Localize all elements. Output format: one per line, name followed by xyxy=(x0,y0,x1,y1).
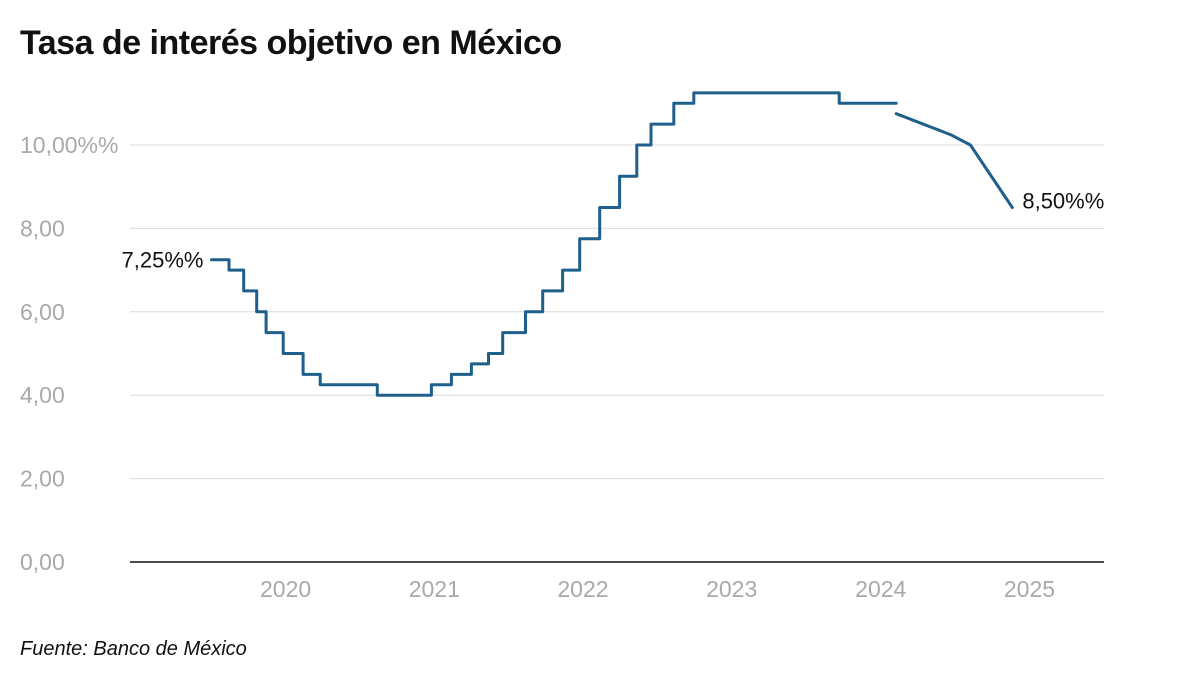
rate-line-segment-2 xyxy=(894,112,1014,209)
y-tick-label: 2,00 xyxy=(20,466,65,492)
axes: 0,00 2,00 4,00 6,00 8,00 10,00%% 2020 2021 2022 2… xyxy=(20,132,1104,602)
start-value-label: 7,25%% xyxy=(122,248,204,273)
chart-title: Tasa de interés objetivo en México xyxy=(20,24,562,62)
end-value-label: 8,50%% xyxy=(1022,189,1104,214)
x-tick-label: 2024 xyxy=(855,576,906,602)
y-tick-label: 8,00 xyxy=(20,215,65,241)
y-tick-label: 4,00 xyxy=(20,382,65,408)
y-tick-label: 0,00 xyxy=(20,549,65,575)
x-tick-label: 2020 xyxy=(260,576,311,602)
data-labels: 7,25%% 8,50%% xyxy=(122,189,1105,273)
series-lines xyxy=(210,91,1014,397)
chart-source: Fuente: Banco de México xyxy=(20,638,247,660)
y-tick-label: 6,00 xyxy=(20,299,65,325)
x-tick-label: 2025 xyxy=(1004,576,1055,602)
grid-lines xyxy=(130,144,1104,480)
y-tick-label: 10,00%% xyxy=(20,132,118,158)
rate-line-segment-1 xyxy=(210,91,898,397)
x-tick-label: 2021 xyxy=(409,576,460,602)
x-tick-label: 2022 xyxy=(557,576,608,602)
x-tick-label: 2023 xyxy=(706,576,757,602)
